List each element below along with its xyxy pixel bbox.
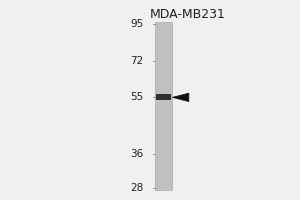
Text: 72: 72 bbox=[130, 56, 143, 66]
Text: 36: 36 bbox=[130, 149, 143, 159]
Bar bbox=[155, 22, 172, 190]
Text: 28: 28 bbox=[130, 183, 143, 193]
Text: MDA-MB231: MDA-MB231 bbox=[150, 8, 225, 21]
Bar bbox=[157, 94, 170, 100]
Polygon shape bbox=[172, 93, 189, 102]
Text: 95: 95 bbox=[130, 19, 143, 29]
Text: 55: 55 bbox=[130, 92, 143, 102]
